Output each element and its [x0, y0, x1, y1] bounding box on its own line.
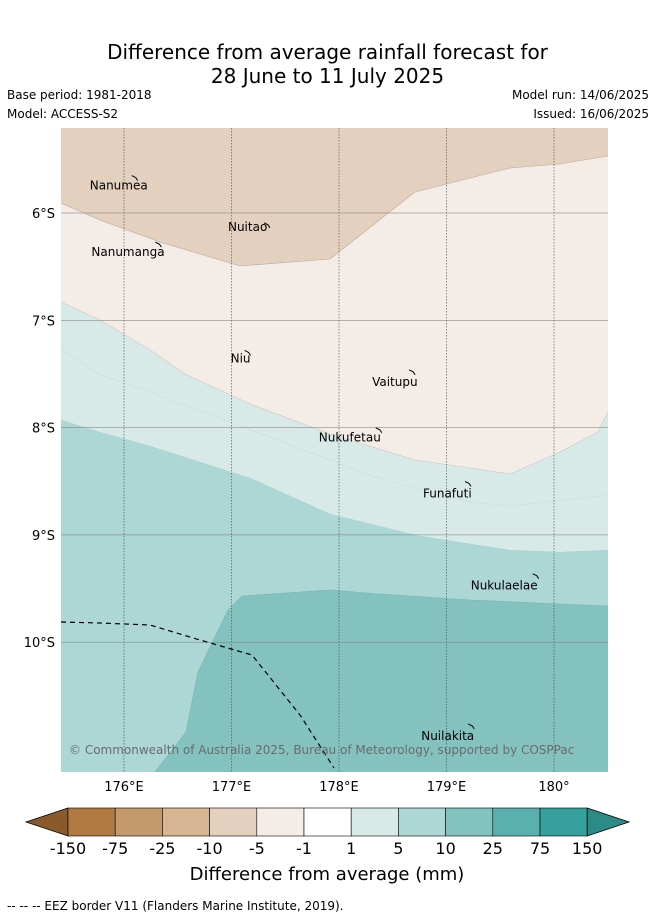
model-name: Model: ACCESS-S2	[7, 107, 119, 121]
colorbar-label: Difference from average (mm)	[190, 864, 465, 885]
island-label: Vaitupu	[372, 375, 418, 389]
latitude-tick-labels: 6°S 7°S 8°S 9°S 10°S	[24, 207, 55, 651]
band-minus5-to-minus1-region	[61, 156, 608, 474]
island-label: Nuilakita	[421, 729, 474, 743]
longitude-tick-label: 180°	[538, 780, 569, 795]
island-marker	[155, 241, 162, 248]
colorbar: -150 -75 -25 -10 -5 -1 1 5 10 25 75 150	[24, 807, 631, 858]
island-label: Funafuti	[423, 486, 472, 500]
longitude-tick-labels: 176°E 177°E 178°E 179°E 180°	[104, 780, 569, 795]
colorbar-swatch	[350, 807, 399, 837]
colorbar-swatch	[114, 807, 163, 837]
colorbar-swatch	[398, 807, 446, 837]
colorbar-swatch	[209, 807, 258, 837]
contour-line	[154, 589, 608, 772]
island-label: Nanumea	[90, 179, 148, 193]
longitude-tick-label: 177°E	[212, 780, 252, 795]
eez-legend: -- -- -- EEZ border V11 (Flanders Marine…	[7, 899, 344, 913]
colorbar-swatch	[162, 807, 210, 837]
colorbar-swatch	[67, 807, 116, 837]
island-marker	[375, 427, 383, 434]
issued-date: Issued: 16/06/2025	[533, 107, 649, 121]
colorbar-tick-label: -10	[197, 839, 223, 858]
island-marker	[468, 723, 475, 730]
band-minus10-to-minus5	[61, 128, 608, 266]
contour-line	[61, 155, 608, 267]
longitude-tick-label: 179°E	[427, 780, 467, 795]
gridlines	[61, 128, 608, 772]
colorbar-tick-label: 1	[346, 839, 356, 858]
colorbar-tick-label: 75	[530, 839, 550, 858]
colorbar-tick-label: -1	[296, 839, 312, 858]
contour-line	[61, 301, 608, 475]
band-1-to-5-lower	[61, 350, 608, 552]
island-label: Nukufetau	[319, 431, 381, 445]
island-marker	[263, 222, 271, 229]
island-marker	[408, 369, 416, 376]
rainfall-anomaly-fill	[61, 128, 608, 772]
title-line-1: Difference from average rainfall forecas…	[107, 40, 548, 64]
island-marker	[131, 175, 139, 181]
map-title: Difference from average rainfall forecas…	[0, 40, 655, 88]
colorbar-swatch	[492, 807, 541, 837]
island-label: Niu	[231, 351, 251, 365]
colorbar-swatch	[539, 807, 588, 837]
island-label: Nuitao	[228, 220, 267, 234]
latitude-tick-label: 9°S	[32, 529, 55, 544]
eez-border-line	[60, 621, 335, 769]
colorbar-tick-label: -150	[50, 839, 86, 858]
latitude-tick-label: 7°S	[32, 314, 55, 329]
colorbar-tick-label: 150	[572, 839, 603, 858]
island-marker	[244, 350, 252, 356]
colorbar-extend-high	[586, 807, 631, 837]
latitude-tick-label: 6°S	[32, 207, 55, 222]
base-period: Base period: 1981-2018	[7, 88, 152, 102]
colorbar-swatch	[303, 807, 352, 837]
colorbar-swatch	[445, 807, 494, 837]
colorbar-extend-low	[24, 807, 69, 837]
colorbar-tick-label: 5	[393, 839, 403, 858]
colorbar-tick-label: -75	[102, 839, 128, 858]
copyright-text: © Commonwealth of Australia 2025, Bureau…	[69, 743, 574, 757]
latitude-tick-label: 10°S	[24, 636, 55, 651]
island-label: Nanumanga	[91, 245, 164, 259]
island-marker	[532, 573, 540, 579]
colorbar-tick-label: -5	[249, 839, 265, 858]
island-label: Nukulaelae	[471, 579, 538, 593]
island-markers	[131, 175, 540, 730]
longitude-tick-label: 176°E	[104, 780, 144, 795]
colorbar-tick-label: -25	[149, 839, 175, 858]
colorbar-swatch	[256, 807, 305, 837]
model-run: Model run: 14/06/2025	[511, 88, 649, 102]
place-labels: Nanumea Nuitao Nanumanga Niu Vaitupu Nukufeta…	[90, 179, 538, 743]
colorbar-tick-label: 10	[435, 839, 455, 858]
band-10-to-25	[155, 590, 608, 772]
longitude-tick-label: 178°E	[319, 780, 359, 795]
colorbar-tick-label: 25	[483, 839, 503, 858]
title-line-2: 28 June to 11 July 2025	[210, 64, 445, 88]
latitude-tick-label: 8°S	[32, 422, 55, 437]
island-marker	[464, 480, 472, 487]
